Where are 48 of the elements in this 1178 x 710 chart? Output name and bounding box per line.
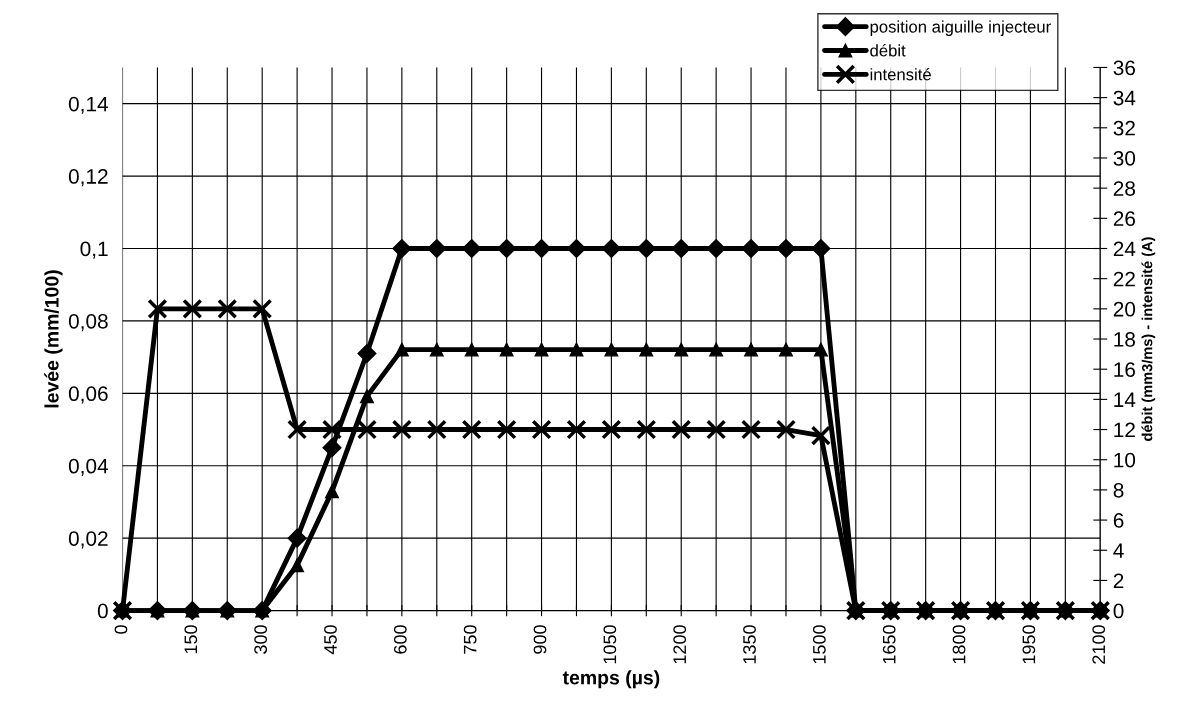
y-axis-title: levée (mm/100): [44, 270, 63, 408]
y2-axis-title: débit (mm3/ms) - intensité (A): [1141, 237, 1156, 441]
y2-tick-label: 28: [1113, 181, 1136, 196]
y2-tick-label: 32: [1113, 120, 1135, 136]
x-tick-label: 2100: [1092, 625, 1106, 664]
y2-tick-label: 36: [1113, 60, 1136, 76]
x-tick-label: 300: [254, 625, 268, 654]
y2-tick-label: 18: [1114, 332, 1136, 347]
x-tick-label: 1800: [952, 625, 966, 664]
y2-tick-label: 16: [1114, 362, 1136, 377]
x-tick-label: 1200: [673, 625, 687, 664]
x-tick-label: 900: [533, 625, 547, 654]
y2-tick-label: 24: [1113, 241, 1136, 257]
y2-tick-label: 20: [1113, 301, 1136, 317]
x-axis-title: temps (µs): [562, 670, 660, 689]
y-tick-label: 0,04: [68, 458, 109, 476]
x-tick-label: 1050: [603, 625, 617, 664]
y2-tick-label: 12: [1114, 422, 1135, 438]
x-tick-label: 1650: [882, 625, 896, 664]
legend-label: position aiguille injecteur: [870, 20, 1051, 36]
y2-tick-label: 26: [1113, 211, 1136, 227]
y-tick-label: 0,02: [68, 531, 108, 549]
x-tick-label: 750: [463, 625, 477, 654]
y-tick-label: 0: [97, 603, 108, 619]
x-tick-label: 1350: [743, 625, 756, 664]
x-tick-label: 150: [184, 625, 198, 654]
y-tick-label: 0,08: [68, 313, 108, 332]
y-tick-label: 0,14: [68, 96, 109, 114]
legend-label: intensité: [870, 67, 931, 81]
x-tick-label: 600: [393, 625, 407, 654]
x-tick-label: 450: [324, 625, 337, 655]
legend-label: débit: [870, 44, 906, 57]
y2-tick-label: 10: [1114, 452, 1136, 468]
y2-tick-label: 30: [1113, 150, 1136, 166]
x-tick-label: 1950: [1022, 625, 1036, 664]
y2-tick-label: 22: [1113, 271, 1135, 287]
y-tick-label: 0,12: [68, 169, 108, 187]
x-tick-label: 0: [114, 625, 128, 634]
y-tick-label: 0,1: [80, 241, 108, 259]
y2-tick-label: 34: [1113, 90, 1136, 106]
x-tick-label: 1500: [812, 625, 826, 664]
y2-tick-label: 6: [1113, 513, 1124, 528]
y2-tick-label: 2: [1113, 573, 1124, 588]
y2-tick-label: 14: [1114, 392, 1136, 407]
y2-tick-label: 4: [1113, 543, 1124, 558]
y2-tick-label: 0: [1113, 603, 1124, 619]
y-tick-label: 0,06: [68, 386, 108, 404]
y2-tick-label: 8: [1113, 482, 1124, 498]
